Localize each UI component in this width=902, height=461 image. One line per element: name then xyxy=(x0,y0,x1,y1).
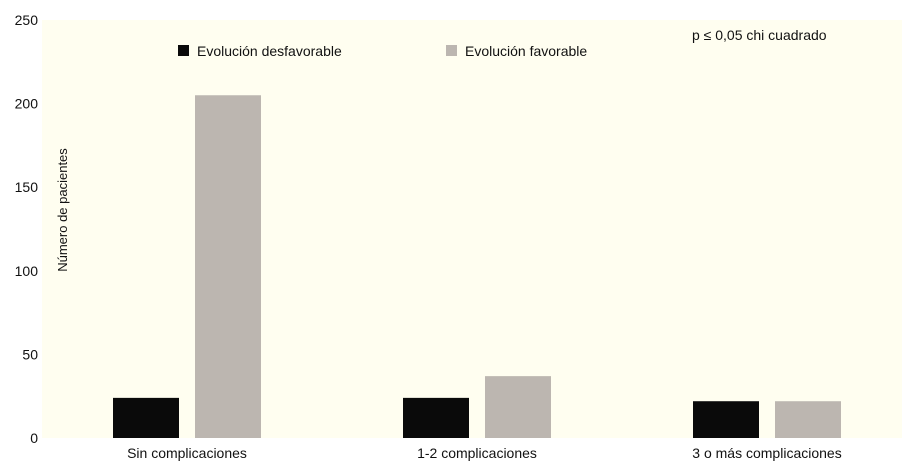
y-tick-label: 200 xyxy=(15,96,39,112)
bar-desfavorable-1 xyxy=(403,397,469,438)
y-tick-label: 50 xyxy=(22,346,38,362)
bar-favorable-0 xyxy=(195,95,261,439)
y-tick-label: 100 xyxy=(15,263,39,279)
legend-label: Evolución favorable xyxy=(465,43,587,59)
y-axis-ticks: 0 50 100 150 200 250 xyxy=(15,12,39,446)
chart-annotation: p ≤ 0,05 chi cuadrado xyxy=(692,27,827,43)
bar-desfavorable-0 xyxy=(113,397,179,438)
legend-swatch xyxy=(178,45,189,56)
bar-favorable-1 xyxy=(485,376,551,438)
y-axis-label: Número de pacientes xyxy=(55,148,70,272)
category-labels: Sin complicaciones 1-2 complicaciones 3 o … xyxy=(127,445,842,461)
category-label: 3 o más complicaciones xyxy=(692,445,841,461)
legend: Evolución desfavorable Evolución favorabl… xyxy=(178,43,587,59)
plot-area xyxy=(42,20,902,438)
legend-label: Evolución desfavorable xyxy=(197,43,342,59)
bar-desfavorable-2 xyxy=(693,401,759,438)
legend-swatch xyxy=(446,45,457,56)
y-tick-label: 0 xyxy=(30,430,38,446)
y-tick-label: 150 xyxy=(15,179,39,195)
y-tick-label: 250 xyxy=(15,12,39,28)
category-label: Sin complicaciones xyxy=(127,445,247,461)
bars xyxy=(113,95,841,439)
category-label: 1-2 complicaciones xyxy=(417,445,537,461)
bar-favorable-2 xyxy=(775,401,841,438)
